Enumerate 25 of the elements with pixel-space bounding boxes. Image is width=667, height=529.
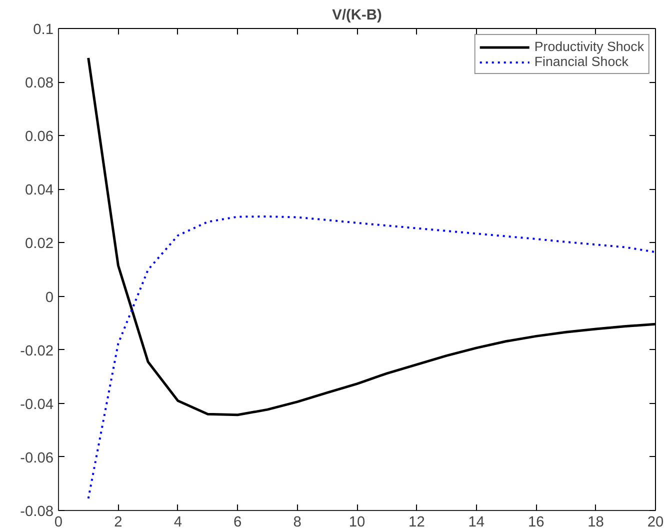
y-tick-label: 0.06 xyxy=(24,129,54,146)
y-tick-label: 0.02 xyxy=(24,236,54,252)
x-tick-label: 4 xyxy=(174,514,182,529)
x-tick-label: 8 xyxy=(293,514,302,529)
line-series xyxy=(87,215,656,500)
chart-title: V/(K-B) xyxy=(332,8,382,24)
x-tick-label: 6 xyxy=(234,514,242,529)
x-tick-label: 0 xyxy=(54,514,63,529)
x-tick-label: 14 xyxy=(468,514,485,529)
legend-label: Productivity Shock xyxy=(534,39,644,54)
y-tick-label: -0.08 xyxy=(20,504,54,520)
y-tick-label: 0 xyxy=(45,290,54,306)
x-tick-label: 20 xyxy=(647,514,664,529)
y-tick-label: -0.04 xyxy=(20,396,54,413)
x-tick-label: 10 xyxy=(348,514,366,529)
x-tick-label: 18 xyxy=(588,514,604,529)
x-tick-label: 12 xyxy=(408,514,425,529)
y-tick-label: 0.1 xyxy=(33,22,54,38)
y-tick-label: -0.06 xyxy=(20,450,54,466)
legend-label: Financial Shock xyxy=(534,54,628,69)
x-tick-label: 16 xyxy=(528,514,544,529)
y-tick-label: 0.08 xyxy=(24,76,54,92)
y-tick-label: 0.04 xyxy=(24,182,54,199)
x-tick-label: 2 xyxy=(114,514,122,529)
y-tick-label: -0.02 xyxy=(20,343,54,360)
